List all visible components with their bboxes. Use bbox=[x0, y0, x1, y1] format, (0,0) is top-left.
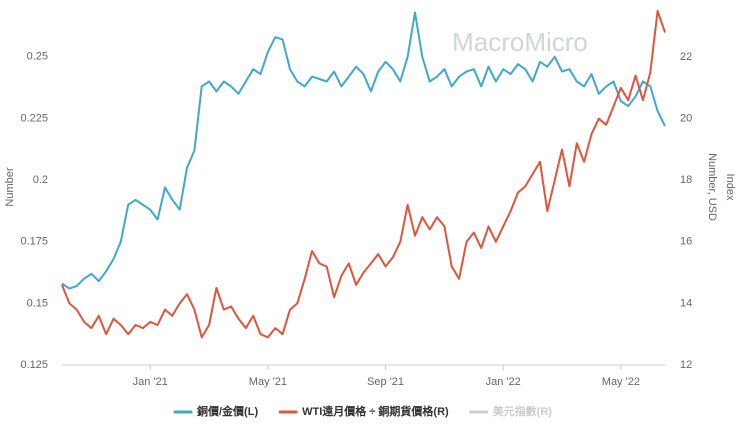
y-tick-label: 0.125 bbox=[20, 359, 48, 371]
y2-axis-label: Index bbox=[724, 174, 736, 201]
y-tick-label: 0.15 bbox=[27, 297, 48, 309]
x-tick-label: Jan '21 bbox=[133, 376, 168, 388]
y-tick-label: 0.25 bbox=[27, 51, 48, 63]
y2-tick-label: 22 bbox=[680, 51, 692, 63]
y2-tick-label: 20 bbox=[680, 113, 692, 125]
legend-label: WTI遠月價格 ÷ 銅期貨價格(R) bbox=[302, 404, 449, 418]
legend-label: 美元指數(R) bbox=[493, 404, 553, 418]
legend-label: 銅價/金價(L) bbox=[197, 404, 258, 418]
y2-tick-label: 12 bbox=[680, 359, 692, 371]
watermark: MacroMicro bbox=[452, 27, 588, 57]
x-tick-label: May '22 bbox=[602, 376, 640, 388]
y2-tick-label: 16 bbox=[680, 236, 692, 248]
y2-tick-label: 14 bbox=[680, 297, 692, 309]
x-tick-label: Jan '22 bbox=[486, 376, 521, 388]
y-tick-label: 0.175 bbox=[20, 236, 48, 248]
y-tick-label: 0.225 bbox=[20, 112, 48, 124]
y-axis-label: Number bbox=[4, 167, 16, 206]
data-line bbox=[61, 9, 666, 339]
x-tick-label: Sep '21 bbox=[367, 376, 404, 388]
x-tick-label: May '21 bbox=[249, 376, 287, 388]
y2-tick-label: 18 bbox=[680, 174, 692, 186]
y-tick-label: 0.2 bbox=[33, 174, 48, 186]
data-line bbox=[61, 11, 666, 290]
y2-axis-sublabel: Number, USD bbox=[706, 153, 718, 221]
